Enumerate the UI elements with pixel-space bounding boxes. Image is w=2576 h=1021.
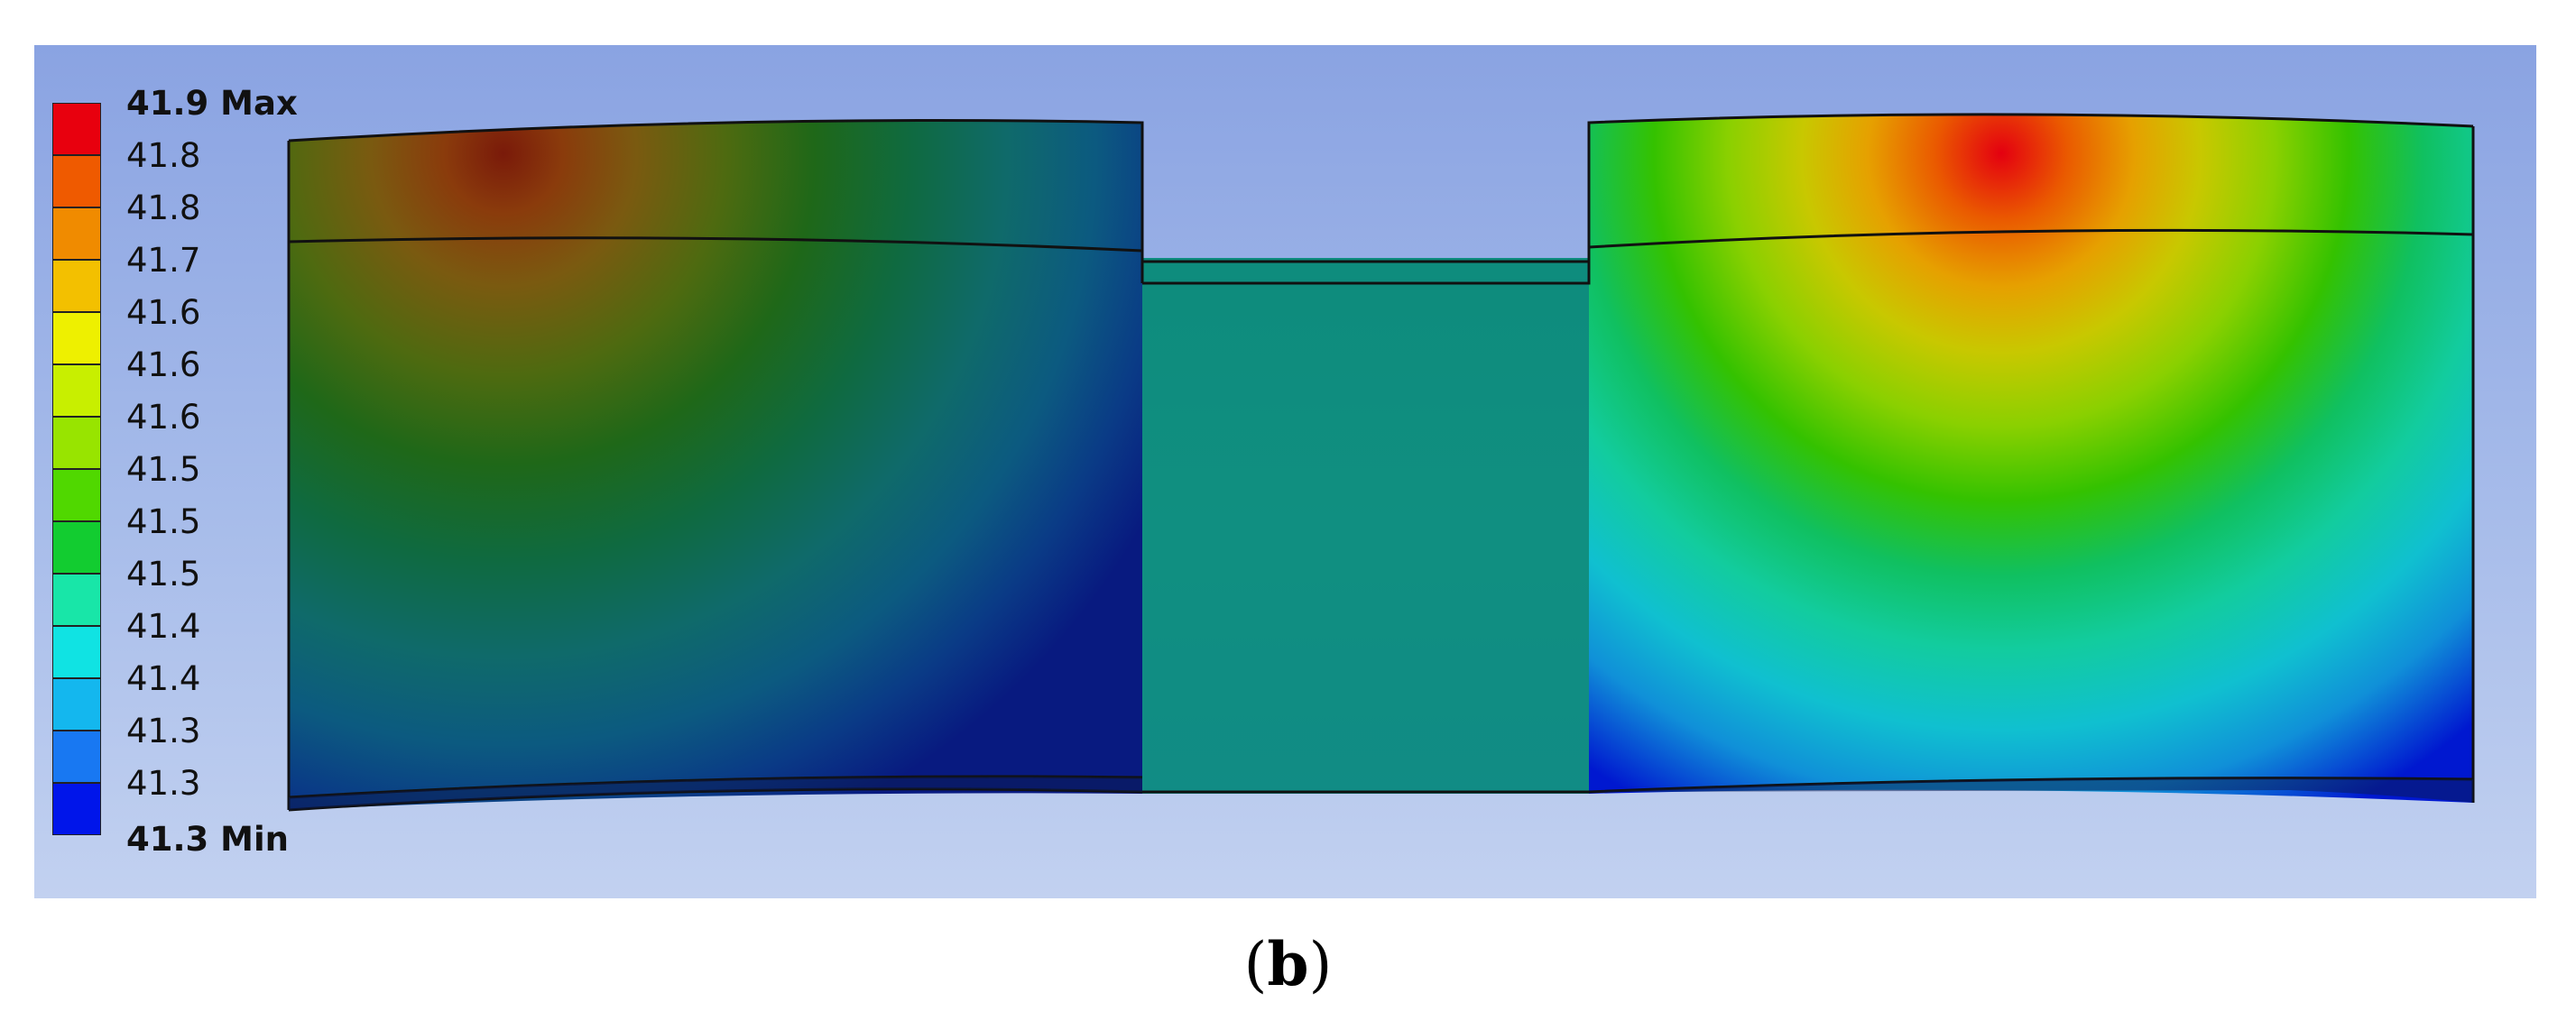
legend-max-label: 41.9 Max <box>126 84 298 123</box>
caption-close-paren: ) <box>1308 930 1333 999</box>
contour-plot-viewport <box>34 45 2536 898</box>
legend-swatch <box>52 364 101 417</box>
legend-swatch <box>52 417 101 469</box>
legend-label: 41.3 <box>126 764 201 803</box>
legend-swatch <box>52 469 101 521</box>
legend-label: 41.6 <box>126 345 201 384</box>
legend-label: 41.4 <box>126 659 201 698</box>
color-legend: 41.9 Max 41.8 41.8 41.7 41.6 41.6 41.6 4… <box>25 54 404 866</box>
legend-swatch <box>52 731 101 783</box>
legend-label: 41.4 <box>126 607 201 646</box>
legend-label: 41.6 <box>126 293 201 332</box>
legend-swatch <box>52 312 101 364</box>
middle-block-face <box>1142 258 1589 794</box>
figure-caption: (b) <box>0 929 2576 999</box>
legend-swatch <box>52 574 101 626</box>
caption-open-paren: ( <box>1243 930 1268 999</box>
legend-label: 41.3 <box>126 712 201 750</box>
legend-swatch <box>52 155 101 207</box>
contour-model <box>287 113 2475 812</box>
legend-label: 41.7 <box>126 241 201 280</box>
legend-swatch <box>52 103 101 155</box>
legend-label: 41.5 <box>126 450 201 489</box>
legend-swatch <box>52 207 101 260</box>
legend-swatch <box>52 678 101 731</box>
caption-letter: b <box>1267 929 1309 999</box>
legend-label: 41.5 <box>126 555 201 593</box>
legend-label: 41.5 <box>126 502 201 541</box>
legend-label: 41.6 <box>126 398 201 437</box>
legend-swatch <box>52 626 101 678</box>
legend-label: 41.8 <box>126 136 201 175</box>
legend-min-label: 41.3 Min <box>126 820 290 859</box>
right-block-face <box>1589 115 2473 803</box>
legend-label: 41.8 <box>126 189 201 227</box>
legend-swatch <box>52 260 101 312</box>
legend-swatch <box>52 783 101 835</box>
legend-swatch <box>52 521 101 574</box>
left-block-face <box>289 121 1142 810</box>
